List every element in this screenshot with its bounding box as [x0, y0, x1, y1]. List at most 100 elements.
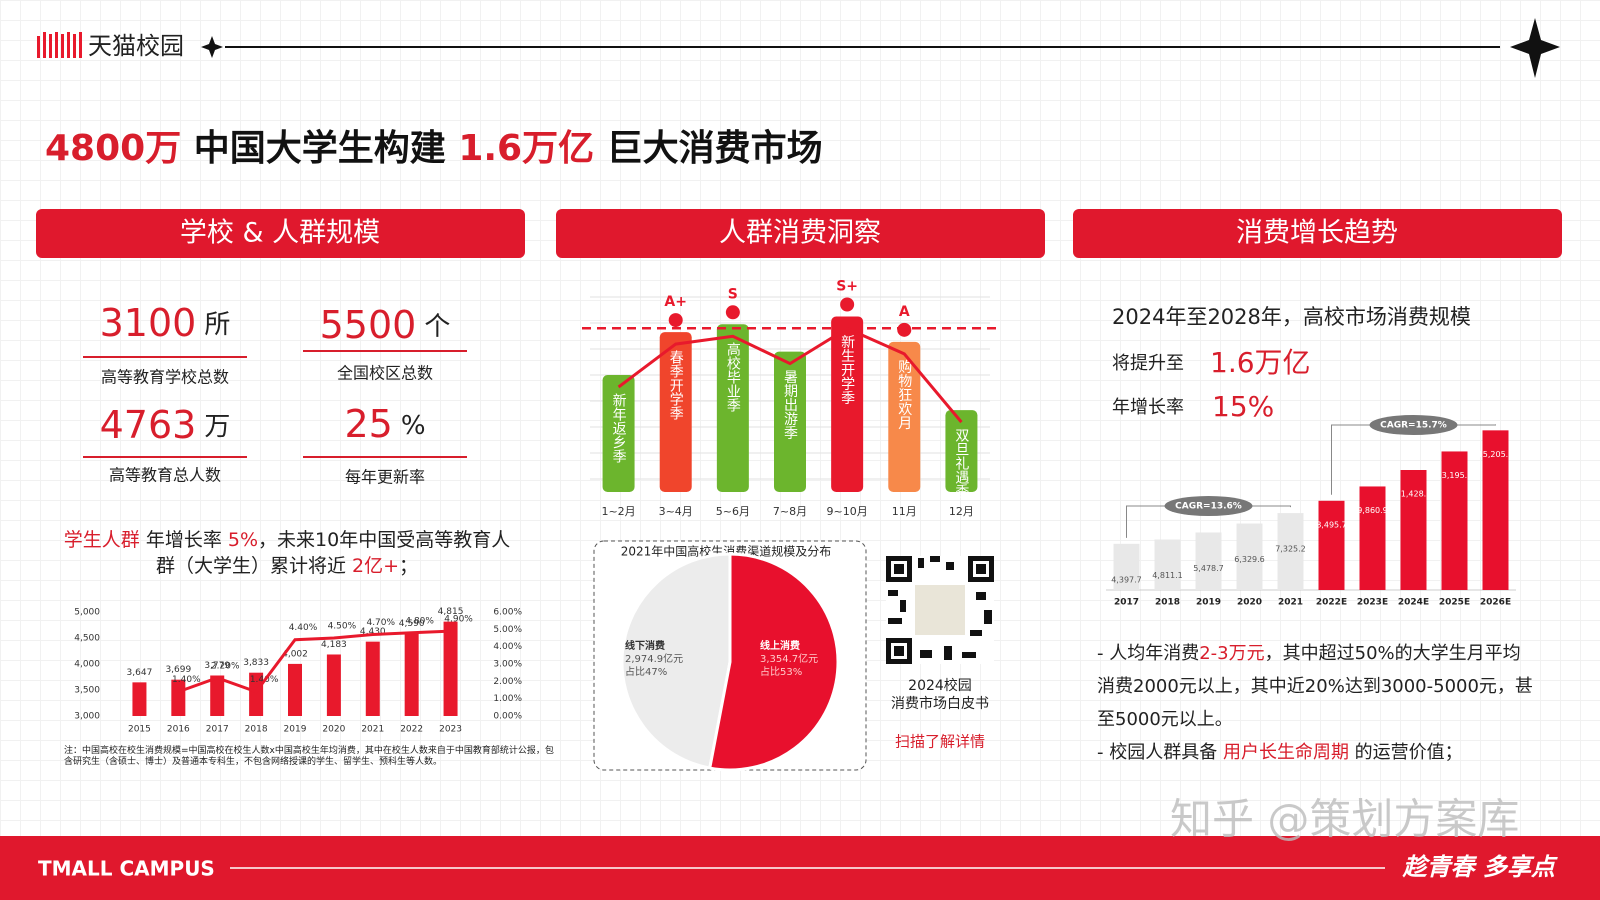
x-tick-label: 9~10月 — [827, 505, 868, 518]
bar — [288, 663, 302, 716]
slice-label: 线下消费 — [625, 639, 665, 652]
bar — [1482, 430, 1509, 590]
pie-slice — [620, 552, 732, 770]
note-part: 学生人群 — [63, 529, 140, 551]
x-tick-label: 2021 — [1278, 598, 1303, 608]
growth-line — [177, 629, 451, 694]
note-part: 年增长率 — [145, 529, 222, 551]
bar-label: 8,495.7 — [1316, 520, 1347, 529]
main-title: 4800万 中国大学生构建 1.6万亿 巨大消费市场 — [45, 127, 823, 169]
bar — [365, 641, 380, 716]
line-label: 2.20% — [211, 661, 240, 671]
bar — [888, 341, 921, 492]
stat-label: 高等教育总人数 — [109, 466, 221, 485]
trend-label: 年增长率 — [1112, 397, 1184, 418]
line-label: 4.80% — [405, 616, 434, 626]
slice-share: 占比53% — [760, 665, 802, 678]
y2-tick-label: 6.00% — [493, 608, 522, 618]
bar-label: 春季开学季 — [668, 350, 684, 420]
bar-label: 购物狂欢月 — [896, 360, 912, 431]
x-tick-label: 2017 — [206, 725, 229, 735]
x-tick-label: 2025E — [1439, 598, 1470, 608]
cagr-label: CAGR=13.6% — [1175, 502, 1242, 512]
line-label: 4.50% — [328, 622, 357, 632]
bar-label: 6,329.6 — [1234, 555, 1265, 564]
bar — [443, 621, 458, 716]
note-part: ，未来10年中国受高等教育人群（大学生）累计将近 — [155, 529, 511, 577]
star — [1510, 18, 1560, 78]
cagr-badge — [1369, 415, 1458, 435]
bar-label: 4,183 — [321, 640, 347, 650]
bar-label: 13,195.0 — [1437, 471, 1473, 480]
bullet-part: - 校园人群具备 — [1097, 742, 1223, 763]
title-part: 4800万 — [45, 128, 181, 169]
pie-title: 2021年中国高校生消费渠道规模及分布 — [621, 544, 832, 559]
trend-line — [617, 326, 963, 424]
bullet: - 校园人群具备 用户长生命周期 的运营价值； — [1097, 736, 1537, 769]
bar — [404, 633, 419, 716]
slice-label: 线上消费 — [760, 639, 800, 652]
x-tick-label: 1~2月 — [601, 505, 635, 518]
y-tick-label: 4,000 — [74, 660, 100, 670]
stat-label: 全国校区总数 — [337, 364, 433, 383]
bar-label: 4,811.1 — [1152, 571, 1183, 580]
stat-unit: % — [401, 411, 426, 441]
y2-tick-label: 5.00% — [493, 625, 522, 635]
grade-dot — [897, 322, 912, 337]
bar — [1154, 539, 1181, 590]
bar — [1400, 470, 1427, 590]
slice-share: 占比47% — [625, 665, 667, 678]
x-tick-label: 2022 — [400, 725, 423, 735]
bullet-part: - 人均年消费 — [1097, 643, 1200, 664]
stat-unit: 所 — [204, 310, 230, 340]
stat-value: 25 — [344, 402, 392, 446]
bar — [326, 654, 341, 716]
bar — [1113, 543, 1140, 590]
x-tick-label: 2017 — [1114, 598, 1139, 608]
x-tick-label: 2022E — [1316, 598, 1347, 608]
x-tick-label: 11月 — [892, 505, 917, 518]
bullets: - 人均年消费2-3万元，其中超过50%的大学生月平均消费2000元以上，其中近… — [1097, 637, 1537, 769]
bar-label: 4,815 — [438, 607, 464, 617]
bullet-part: ，其中超过50%的大学生月平均消费2000元以上，其中近20%达到3000-50… — [1097, 643, 1533, 730]
bar-label: 3,833 — [243, 658, 269, 668]
bullet-part: 用户长生命周期 — [1222, 742, 1349, 763]
qr-caption: 消费市场白皮书 — [891, 695, 989, 712]
line-label: 4.90% — [444, 615, 473, 625]
trend-value: 1.6万亿 — [1210, 346, 1311, 379]
qr-link[interactable]: 扫描了解详情 — [895, 733, 985, 751]
bar-label: 3,699 — [165, 665, 191, 675]
y2-tick-label: 0.00% — [493, 712, 522, 722]
x-tick-label: 2016 — [167, 725, 190, 735]
cagr-badge — [1164, 496, 1253, 516]
bar — [716, 324, 749, 492]
x-tick-label: 2026E — [1480, 598, 1511, 608]
grade-dot — [668, 313, 683, 328]
bar — [945, 410, 978, 492]
grade-dot — [725, 305, 740, 320]
bar-label: 双旦礼遇季 — [953, 428, 969, 498]
line-label: 4.70% — [366, 618, 395, 628]
x-tick-label: 2024E — [1398, 598, 1429, 608]
stat: 3100 所 — [100, 301, 231, 345]
note-part: 5% — [227, 529, 259, 551]
stat-value: 3100 — [100, 301, 197, 345]
grade: S — [728, 286, 738, 302]
bar — [1441, 451, 1468, 590]
stat-label: 每年更新率 — [345, 468, 425, 487]
y-tick-label: 4,500 — [74, 634, 100, 644]
line-label: 4.40% — [289, 623, 318, 633]
bar-label: 9,860.9 — [1357, 506, 1388, 515]
x-tick-label: 5~6月 — [716, 505, 750, 518]
x-tick-label: 3~4月 — [659, 505, 693, 518]
stat-unit: 个 — [424, 312, 450, 342]
x-tick-label: 2023 — [439, 725, 462, 735]
section-title: 人群消费洞察 — [719, 218, 881, 249]
grade: S+ — [836, 279, 858, 295]
x-tick-label: 2015 — [128, 725, 151, 735]
qr-code — [886, 556, 994, 664]
grade: A+ — [664, 294, 687, 310]
bar — [1195, 532, 1222, 590]
bar — [659, 332, 692, 492]
